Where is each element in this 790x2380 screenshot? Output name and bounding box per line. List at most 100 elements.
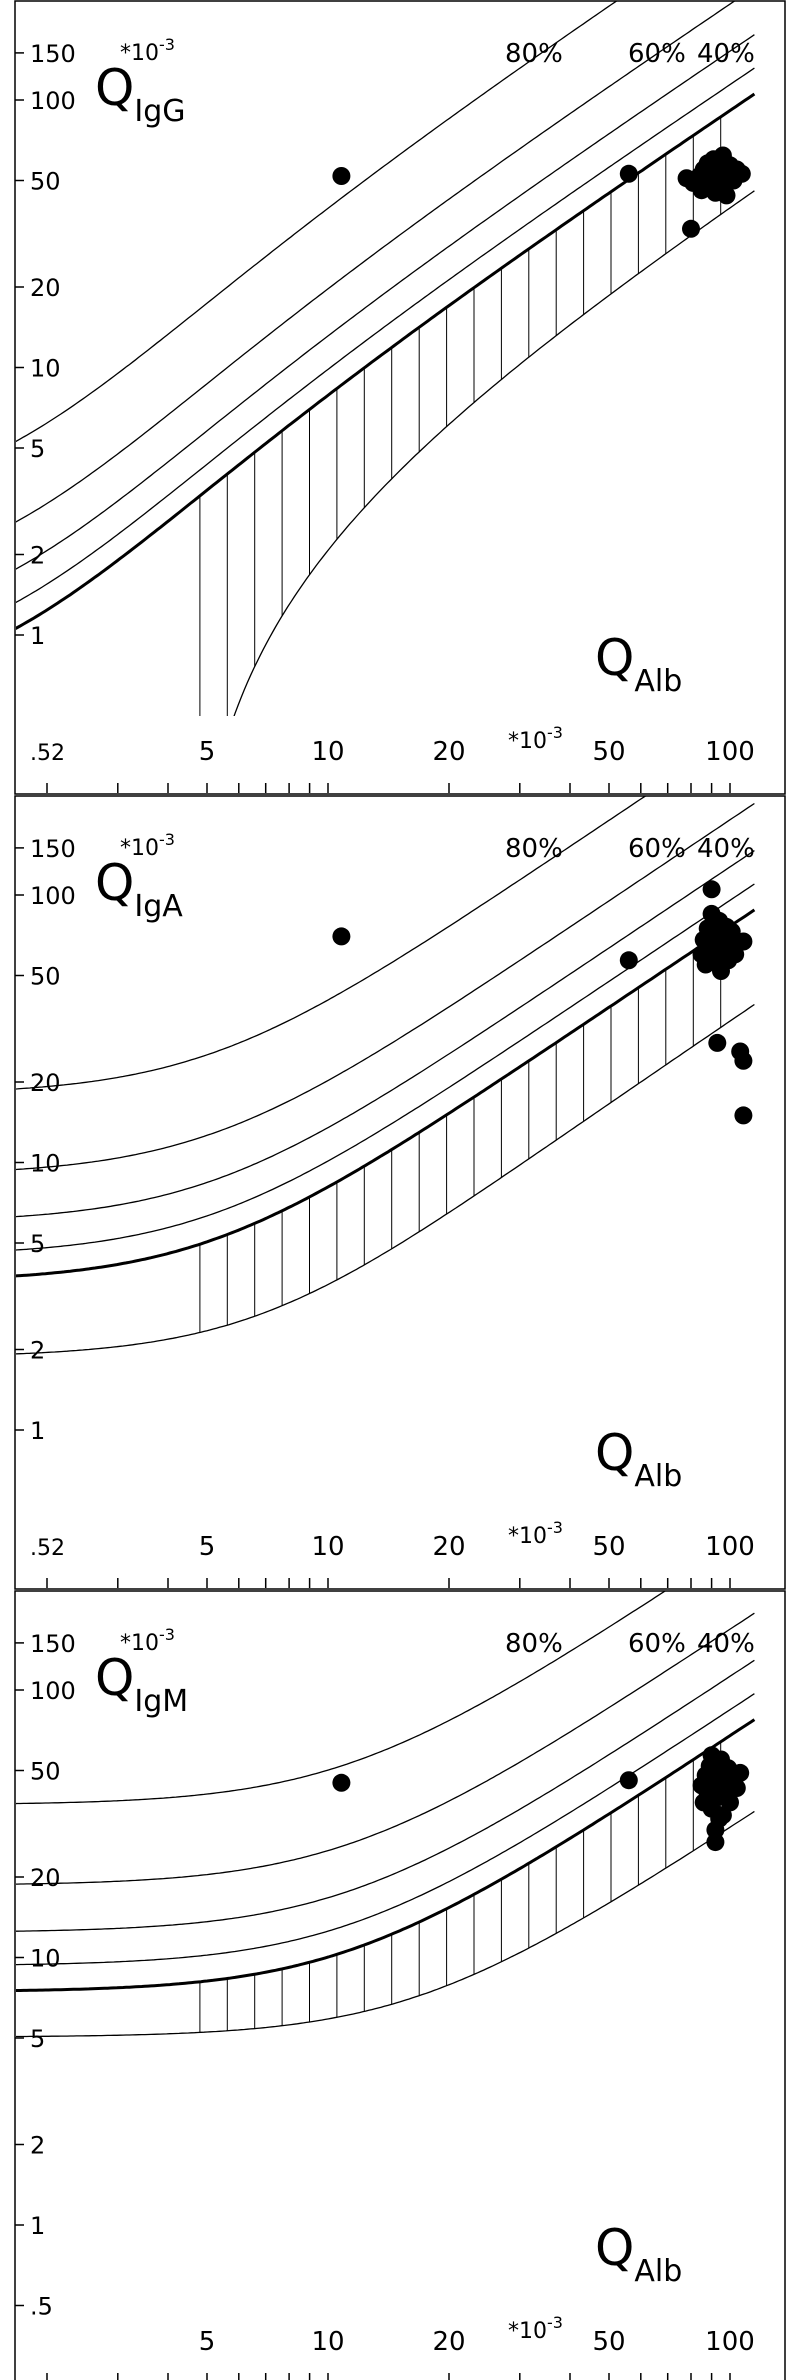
x-tick-prefix: .5: [30, 741, 51, 766]
y-axis-label-sub: IgG: [134, 94, 185, 129]
x-axis-unit-base: *10: [508, 2319, 547, 2344]
y-tick-label: 50: [30, 1758, 61, 1786]
curve-20-: [16, 883, 755, 1251]
curve-40-: [16, 34, 755, 570]
y-axis-label: QIgA: [95, 854, 183, 924]
curve-label-80pct: 80%: [505, 1629, 563, 1659]
panel-frame: [14, 795, 786, 1590]
x-axis-unit-exp: -3: [547, 2313, 563, 2332]
x-tick-prefix: .5: [30, 1536, 51, 1561]
x-axis-label-q: Q: [595, 1424, 634, 1482]
x-tick-label: 20: [432, 737, 465, 767]
data-point: [332, 1773, 351, 1792]
curve-label-40pct: 40%: [697, 39, 755, 69]
y-tick-label: 2: [30, 542, 45, 570]
y-tick-label: 5: [30, 1230, 45, 1258]
data-point: [332, 927, 351, 946]
hatch-lines: [199, 116, 722, 716]
hatch-lines: [199, 1741, 722, 2033]
x-tick-label-first: .52: [30, 741, 65, 766]
data-point: [734, 1106, 753, 1125]
curve-80-: [16, 1591, 667, 1805]
data-point: [692, 181, 711, 200]
x-axis-label-q: Q: [595, 2219, 634, 2277]
y-tick-label: 10: [30, 1945, 61, 1973]
y-axis-unit-exp: -3: [159, 830, 175, 849]
curve-20-: [16, 67, 755, 604]
curve-label-60pct: 60%: [628, 39, 686, 69]
x-axis-unit-exp: -3: [547, 723, 563, 742]
y-axis-label: QIgG: [95, 59, 186, 129]
x-axis-unit-base: *10: [508, 729, 547, 754]
x-tick-label: 100: [705, 1532, 755, 1562]
x-tick-label: 10: [311, 737, 344, 767]
x-tick-sub: 2: [51, 741, 65, 766]
y-tick-label: 2: [30, 2132, 45, 2160]
data-point: [619, 164, 638, 183]
y-axis-label-q: Q: [95, 854, 134, 912]
data-point: [619, 1771, 638, 1790]
y-tick-label: .5: [30, 2293, 53, 2321]
x-axis-label: QAlb: [595, 629, 682, 699]
y-tick-label: 20: [30, 1864, 61, 1892]
x-tick-label: 10: [311, 2327, 344, 2357]
x-axis-unit: *10-3: [508, 2313, 563, 2344]
data-point: [710, 1809, 729, 1828]
y-tick-label: 100: [30, 87, 76, 115]
curve-lower-limit: [16, 1003, 755, 1355]
data-point: [706, 156, 725, 175]
data-point: [726, 945, 745, 964]
y-axis-unit-base: *10: [120, 836, 159, 861]
x-axis-label-q: Q: [595, 629, 634, 687]
curve-label-80pct: 80%: [505, 834, 563, 864]
curve-60-: [16, 1612, 755, 1885]
y-tick-label: 10: [30, 355, 61, 383]
x-tick-label: 100: [705, 737, 755, 767]
y-tick-label: 50: [30, 963, 61, 991]
x-axis-unit: *10-3: [508, 723, 563, 754]
plot-area: [16, 1, 756, 716]
y-axis-label: QIgM: [95, 1649, 188, 1719]
data-points: [332, 880, 753, 1125]
data-point: [732, 164, 751, 183]
x-tick-label: 10: [311, 1532, 344, 1562]
curve-40-: [16, 1659, 755, 1932]
curve-80-: [16, 796, 647, 1090]
y-axis-unit-exp: -3: [159, 1625, 175, 1644]
x-axis-label: QAlb: [595, 1424, 682, 1494]
y-axis-unit: *10-3: [120, 830, 175, 861]
x-axis-label-sub: Alb: [634, 664, 682, 699]
y-tick-label: 1: [30, 2212, 45, 2240]
y-tick-label: 50: [30, 168, 61, 196]
x-tick-label: 50: [592, 737, 625, 767]
data-point: [332, 167, 351, 185]
x-tick-label: 5: [199, 1532, 216, 1562]
x-tick-label: 5: [199, 2327, 216, 2357]
curve-upper-limit: [16, 92, 756, 630]
data-point: [682, 219, 700, 238]
data-point: [702, 1746, 721, 1765]
x-tick-label: 50: [592, 2327, 625, 2357]
y-axis-label-q: Q: [95, 59, 134, 117]
data-points: [332, 1746, 750, 1852]
y-axis-unit-base: *10: [120, 1631, 159, 1656]
data-points: [332, 146, 751, 238]
y-axis-unit: *10-3: [120, 1625, 175, 1656]
curve-40-: [16, 850, 755, 1218]
curve-20-: [16, 1693, 755, 1966]
plot-area: [16, 1591, 756, 2038]
x-tick-label: 20: [432, 2327, 465, 2357]
data-point: [722, 922, 741, 941]
y-axis-label-sub: IgA: [134, 889, 183, 924]
plot-area: [16, 796, 756, 1355]
panel-frame: [14, 0, 786, 795]
data-point: [731, 1763, 750, 1782]
y-tick-label: 150: [30, 1630, 76, 1658]
y-tick-label: 1: [30, 622, 45, 650]
curve-label-60pct: 60%: [628, 834, 686, 864]
y-tick-label: 100: [30, 882, 76, 910]
curve-lower-limit: [233, 190, 755, 716]
